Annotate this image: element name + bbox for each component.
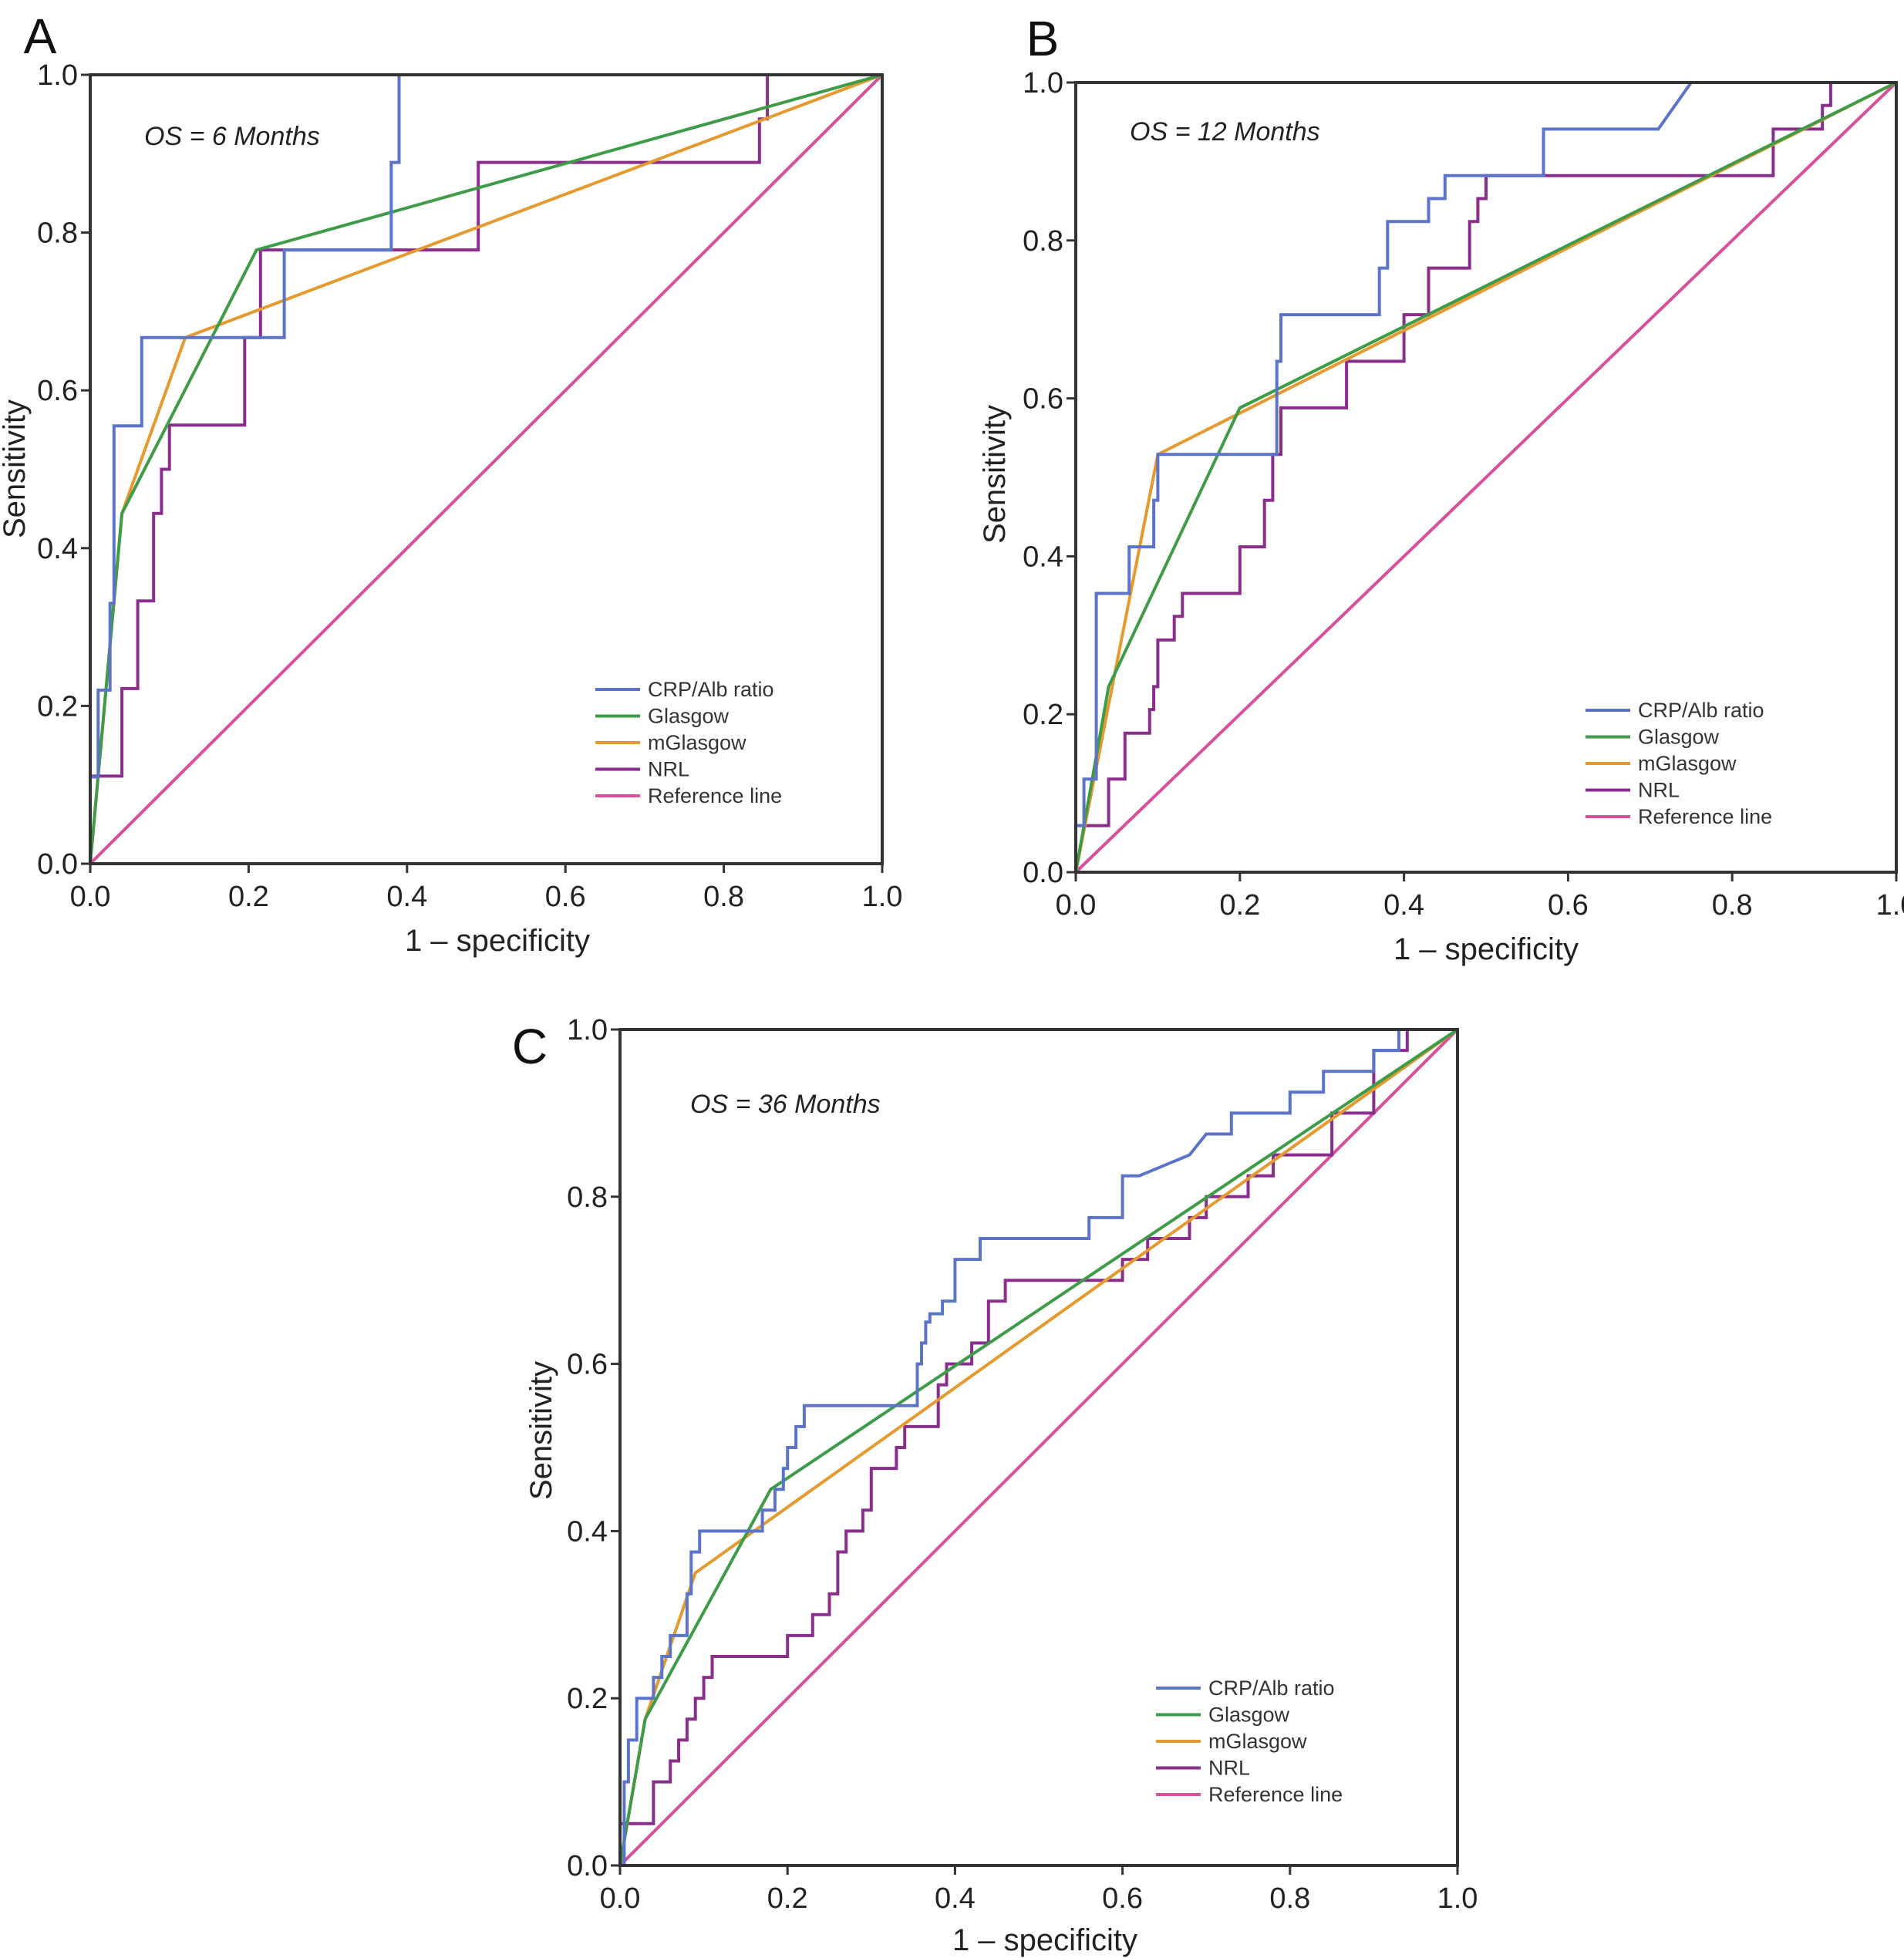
panel-c: C 0.0 0.2 0.4 0.6 0.8 1.0 0.0 0.2 0.4 0.6 0.8 1.0 1 –… xyxy=(512,1014,1478,1957)
x-tick-label: 0.8 xyxy=(1269,1882,1310,1915)
x-tick-label: 0.2 xyxy=(1219,889,1260,922)
series-line-glasgow xyxy=(618,1028,1459,1866)
y-tick-label: 0.4 xyxy=(1023,541,1063,573)
y-tick-label: 0.2 xyxy=(1023,699,1063,731)
legend-label-crp-alb-ratio: CRP/Alb ratio xyxy=(1208,1677,1335,1700)
x-tick-label: 0.6 xyxy=(1548,889,1589,922)
series-line-crp-alb-ratio xyxy=(1074,81,1896,872)
y-tick-label: 0.6 xyxy=(37,375,78,407)
y-tick-label: 0.8 xyxy=(1023,225,1063,258)
os-annotation: OS = 12 Months xyxy=(1130,117,1320,147)
series-line-reference-line xyxy=(618,1028,1459,1867)
y-tick-label: 0.8 xyxy=(37,217,78,250)
x-tick-label: 0.2 xyxy=(767,1882,808,1915)
os-annotation: OS = 36 Months xyxy=(690,1090,881,1119)
x-tick-label: 0.4 xyxy=(386,881,427,913)
x-axis-title: 1 – specificity xyxy=(1393,932,1579,966)
series-line-reference-line xyxy=(1074,81,1898,874)
y-tick-label: 0.4 xyxy=(567,1515,608,1548)
y-axis-title: Sensitivity xyxy=(0,399,32,538)
legend-label-nrl: NRL xyxy=(648,758,689,781)
x-tick-label: 0.6 xyxy=(545,881,586,913)
series-line-crp-alb-ratio xyxy=(89,73,882,864)
series-line-reference-line xyxy=(89,73,884,865)
legend: CRP/Alb ratio Glasgow mGlasgow NRL Reference… xyxy=(595,678,782,807)
legend-label-glasgow: Glasgow xyxy=(1638,726,1720,749)
legend-label-nrl: NRL xyxy=(1208,1757,1250,1780)
legend-label-mglasgow: mGlasgow xyxy=(1208,1730,1307,1753)
series-line-nrl xyxy=(618,1028,1457,1865)
panel-a: A 0.0 0.2 0.4 0.6 0.8 1.0 0.0 0.2 0.4 0.6 0.8 1.0 1 –… xyxy=(0,8,902,958)
series-line-nrl xyxy=(89,73,882,864)
y-tick-label: 0.2 xyxy=(567,1683,608,1715)
y-axis-title: Sensitivity xyxy=(978,405,1012,544)
y-tick-label: 1.0 xyxy=(567,1014,608,1046)
x-tick-label: 0.8 xyxy=(1712,889,1753,922)
legend-label-glasgow: Glasgow xyxy=(648,705,730,728)
plot-frame xyxy=(89,73,884,865)
y-tick-label: 0.2 xyxy=(37,690,78,723)
y-tick-label: 0.0 xyxy=(37,848,78,881)
y-tick-label: 0.8 xyxy=(567,1181,608,1214)
legend-label-crp-alb-ratio: CRP/Alb ratio xyxy=(1638,699,1764,722)
x-tick-label: 0.0 xyxy=(1056,889,1097,922)
os-annotation: OS = 6 Months xyxy=(144,122,320,151)
y-tick-label: 1.0 xyxy=(37,59,78,92)
x-tick-label: 0.0 xyxy=(70,881,111,913)
x-tick-label: 0.4 xyxy=(1383,889,1424,922)
x-tick-label: 0.8 xyxy=(703,881,744,913)
y-tick-label: 0.4 xyxy=(37,533,78,565)
legend-label-reference-line: Reference line xyxy=(1208,1783,1343,1806)
y-tick-label: 0.0 xyxy=(1023,857,1063,889)
x-axis-title: 1 – specificity xyxy=(405,924,590,958)
legend-label-glasgow: Glasgow xyxy=(1208,1704,1290,1727)
legend-label-nrl: NRL xyxy=(1638,779,1680,802)
panel-label: C xyxy=(512,1019,548,1074)
x-tick-label: 0.4 xyxy=(935,1882,976,1915)
legend-label-reference-line: Reference line xyxy=(648,784,782,807)
x-tick-label: 1.0 xyxy=(1876,889,1904,922)
panel-label: B xyxy=(1026,11,1060,66)
y-tick-label: 0.0 xyxy=(567,1850,608,1882)
legend-label-reference-line: Reference line xyxy=(1638,805,1772,828)
legend-label-crp-alb-ratio: CRP/Alb ratio xyxy=(648,678,774,701)
x-tick-label: 0.0 xyxy=(600,1882,641,1915)
plot-frame xyxy=(618,1028,1459,1867)
x-tick-label: 0.2 xyxy=(228,881,269,913)
x-tick-label: 1.0 xyxy=(1437,1882,1478,1915)
x-axis-title: 1 – specificity xyxy=(952,1923,1137,1957)
panel-label: A xyxy=(24,8,57,64)
x-tick-label: 1.0 xyxy=(862,881,903,913)
y-tick-label: 0.6 xyxy=(567,1349,608,1381)
panel-b: B 0.0 0.2 0.4 0.6 0.8 1.0 0.0 0.2 0.4 0.6 0.8 1.0 1 –… xyxy=(978,11,1904,966)
legend: CRP/Alb ratio Glasgow mGlasgow NRL Reference… xyxy=(1586,699,1772,828)
plot-frame xyxy=(1074,81,1898,874)
y-tick-label: 1.0 xyxy=(1023,67,1063,99)
y-tick-label: 0.6 xyxy=(1023,383,1063,416)
series-line-crp-alb-ratio xyxy=(620,1028,1457,1867)
legend: CRP/Alb ratio Glasgow mGlasgow NRL Reference… xyxy=(1156,1677,1343,1806)
y-axis-title: Sensitivity xyxy=(524,1361,558,1500)
legend-label-mglasgow: mGlasgow xyxy=(1638,752,1737,775)
legend-label-mglasgow: mGlasgow xyxy=(648,731,746,754)
x-tick-label: 0.6 xyxy=(1102,1882,1143,1915)
